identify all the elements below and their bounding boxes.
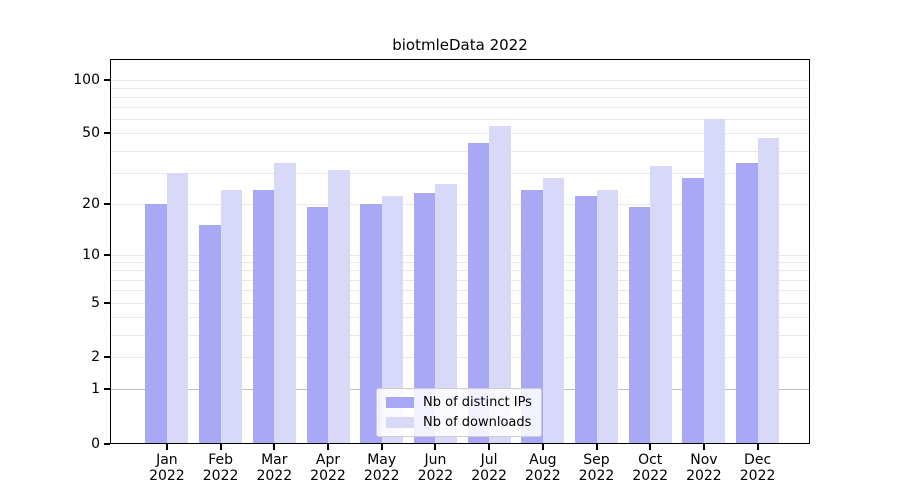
- x-tick-mark: [219, 444, 222, 450]
- x-axis-tick-label: Nov 2022: [686, 452, 722, 484]
- legend-label: Nb of distinct IPs: [423, 395, 532, 410]
- bar-downloads-oct: [650, 165, 672, 444]
- legend-item: Nb of downloads: [386, 415, 532, 430]
- x-axis-tick-label: Aug 2022: [524, 452, 561, 484]
- x-tick-mark: [541, 444, 544, 450]
- bar-ips-sep: [575, 196, 597, 444]
- plot-area: [110, 59, 810, 444]
- bar-downloads-feb: [220, 189, 243, 444]
- x-tick-mark: [380, 444, 383, 450]
- gridline-minor: [110, 96, 810, 98]
- y-axis-tick-label: 1: [91, 381, 100, 398]
- bar-downloads-mar: [274, 163, 296, 444]
- bar-ips-aug: [521, 189, 543, 444]
- y-tick-mark: [104, 356, 110, 359]
- y-axis-tick-label: 2: [91, 349, 100, 366]
- bar-ips-may: [360, 203, 382, 444]
- bar-downloads-jun: [435, 183, 457, 444]
- gridline-minor: [110, 107, 810, 109]
- bar-downloads-aug: [542, 178, 565, 444]
- y-tick-mark: [104, 443, 110, 445]
- gridline-major: [110, 79, 810, 81]
- bar-downloads-may: [381, 196, 404, 444]
- gridline-minor: [110, 279, 810, 281]
- legend-item: Nb of distinct IPs: [386, 395, 532, 410]
- bar-ips-jun: [413, 193, 436, 444]
- gridline-minor: [110, 172, 810, 174]
- y-tick-mark: [104, 301, 110, 304]
- y-axis-tick-label: 10: [82, 246, 100, 263]
- gridline-major: [110, 254, 810, 256]
- gridline-minor: [110, 87, 810, 89]
- x-tick-mark: [273, 444, 276, 450]
- gridline-minor: [110, 316, 810, 318]
- x-axis-tick-label: Dec 2022: [739, 452, 776, 484]
- gridline-minor: [110, 150, 810, 152]
- gridline-minor: [110, 334, 810, 336]
- y-tick-mark: [104, 202, 110, 205]
- gridline-major: [110, 357, 810, 359]
- bar-ips-feb: [199, 225, 221, 444]
- bar-downloads-dec: [757, 138, 780, 444]
- gridline-major: [110, 203, 810, 205]
- bar-ips-nov: [682, 178, 704, 444]
- bar-ips-oct: [628, 207, 651, 444]
- x-axis-tick-label: May 2022: [363, 452, 400, 484]
- y-axis-tick-label: 100: [73, 71, 100, 88]
- x-axis-tick-label: Feb 2022: [202, 452, 239, 484]
- x-axis-tick-label: Apr 2022: [310, 452, 346, 484]
- gridline-minor: [110, 270, 810, 272]
- gridline-major: [110, 133, 810, 135]
- x-tick-mark: [649, 444, 652, 450]
- bar-ips-mar: [252, 189, 275, 444]
- x-tick-mark: [327, 444, 329, 450]
- gridline-minor: [110, 119, 810, 121]
- x-tick-mark: [756, 444, 759, 450]
- gridline-minor: [110, 262, 810, 264]
- chart-title: biotmleData 2022: [392, 36, 528, 54]
- bar-downloads-nov: [703, 119, 726, 444]
- legend-label: Nb of downloads: [423, 415, 532, 430]
- y-axis-tick-label: 50: [82, 125, 100, 142]
- bar-ips-apr: [306, 207, 328, 444]
- x-tick-mark: [488, 444, 491, 450]
- bar-downloads-sep: [596, 189, 618, 444]
- x-axis-tick-label: Jan 2022: [149, 452, 185, 484]
- y-axis-tick-label: 0: [91, 436, 100, 452]
- bar-ips-jul: [467, 143, 490, 444]
- bar-ips-dec: [736, 163, 758, 444]
- x-tick-mark: [165, 444, 168, 450]
- gridline-minor: [110, 290, 810, 292]
- y-tick-mark: [104, 388, 110, 391]
- bar-downloads-jul: [489, 126, 511, 444]
- legend-swatch-downloads: [386, 417, 414, 428]
- x-axis-tick-label: Jul 2022: [471, 452, 507, 484]
- x-axis-tick-label: Mar 2022: [256, 452, 293, 484]
- gridline-major: [110, 302, 810, 304]
- y-axis-tick-label: 20: [82, 195, 100, 212]
- legend: Nb of distinct IPs Nb of downloads: [376, 388, 542, 437]
- x-axis-tick-label: Jun 2022: [417, 452, 454, 484]
- y-tick-mark: [104, 132, 110, 135]
- x-tick-mark: [702, 444, 705, 450]
- y-tick-mark: [104, 253, 110, 256]
- legend-swatch-ips: [386, 397, 414, 408]
- x-axis-tick-label: Oct 2022: [632, 452, 668, 484]
- y-tick-mark: [104, 78, 110, 81]
- x-tick-mark: [434, 444, 437, 450]
- x-tick-mark: [595, 444, 598, 450]
- bar-ips-jan: [145, 203, 167, 444]
- bar-downloads-jan: [166, 172, 189, 444]
- y-axis-tick-label: 5: [91, 294, 100, 311]
- x-axis-tick-label: Sep 2022: [578, 452, 615, 484]
- bar-downloads-apr: [328, 170, 350, 444]
